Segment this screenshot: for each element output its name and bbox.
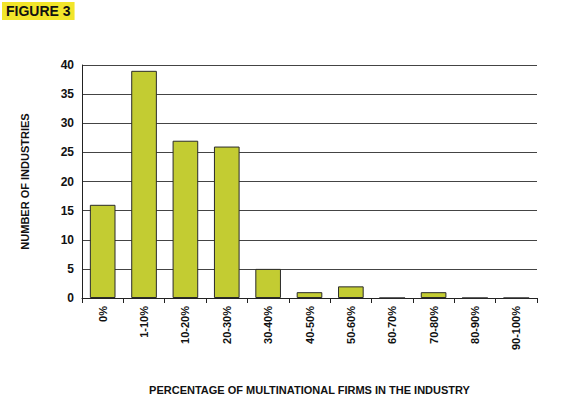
svg-text:80-90%: 80-90% [469, 306, 481, 344]
svg-text:1-10%: 1-10% [138, 306, 150, 338]
svg-text:60-70%: 60-70% [386, 306, 398, 344]
svg-text:30-40%: 30-40% [262, 306, 274, 344]
svg-text:NUMBER OF INDUSTRIES: NUMBER OF INDUSTRIES [19, 113, 31, 249]
svg-text:0%: 0% [97, 306, 109, 322]
svg-text:25: 25 [61, 145, 75, 159]
svg-text:30: 30 [61, 116, 75, 130]
svg-text:20: 20 [61, 175, 75, 189]
svg-text:10: 10 [61, 233, 75, 247]
svg-text:90-100%: 90-100% [510, 306, 522, 350]
svg-text:5: 5 [67, 262, 74, 276]
svg-text:15: 15 [61, 204, 75, 218]
svg-text:40-50%: 40-50% [304, 306, 316, 344]
svg-text:0: 0 [67, 291, 74, 305]
svg-text:20-30%: 20-30% [221, 306, 233, 344]
svg-text:FIGURE 3: FIGURE 3 [6, 3, 71, 19]
svg-text:40: 40 [61, 58, 75, 72]
svg-text:PERCENTAGE OF MULTINATIONAL FI: PERCENTAGE OF MULTINATIONAL FIRMS IN THE… [149, 384, 470, 396]
svg-text:70-80%: 70-80% [428, 306, 440, 344]
svg-text:50-60%: 50-60% [345, 306, 357, 344]
svg-text:10-20%: 10-20% [179, 306, 191, 344]
svg-text:35: 35 [61, 87, 75, 101]
